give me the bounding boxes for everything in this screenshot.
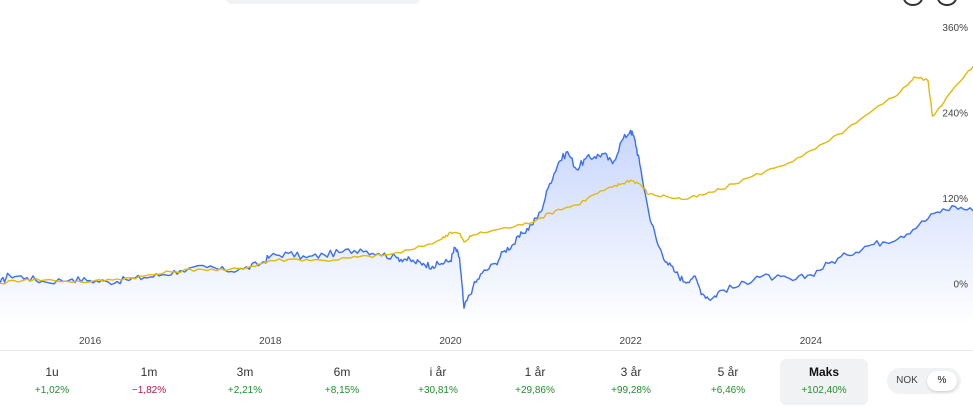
y-tick-label: 0% bbox=[954, 279, 969, 290]
period-5y[interactable]: 5 år +6,46% bbox=[684, 359, 772, 405]
period-change: +2,21% bbox=[227, 385, 263, 396]
y-tick-label: 120% bbox=[942, 194, 968, 205]
y-tick-label: 240% bbox=[942, 109, 968, 120]
toggle-percent[interactable]: % bbox=[927, 371, 957, 391]
toggle-nok[interactable]: NOK bbox=[896, 375, 918, 386]
period-label: 6m bbox=[333, 365, 351, 379]
period-6m[interactable]: 6m +8,15% bbox=[298, 359, 386, 405]
series-line-blue bbox=[0, 129, 973, 309]
period-label: 5 år bbox=[717, 365, 739, 379]
x-tick-label: 2016 bbox=[79, 336, 102, 347]
period-ytd[interactable]: i år +30,81% bbox=[394, 359, 482, 405]
unit-toggle: NOK % bbox=[887, 368, 961, 394]
period-label: i år bbox=[429, 365, 447, 379]
series-line-yellow bbox=[0, 65, 973, 285]
period-change: −1,82% bbox=[131, 385, 167, 396]
period-1y[interactable]: 1 år +29,86% bbox=[491, 359, 579, 405]
period-label: 3 år bbox=[620, 365, 642, 379]
period-change: +6,46% bbox=[710, 385, 746, 396]
period-label: 1 år bbox=[524, 365, 546, 379]
period-change: +30,81% bbox=[418, 385, 458, 396]
period-change: +8,15% bbox=[324, 385, 360, 396]
period-max[interactable]: Maks +102,40% bbox=[780, 359, 868, 405]
period-3y[interactable]: 3 år +99,28% bbox=[587, 359, 675, 405]
period-label: 1m bbox=[140, 365, 158, 379]
top-search-pill[interactable] bbox=[226, 0, 420, 4]
period-label: Maks bbox=[808, 365, 840, 379]
period-change: +1,02% bbox=[34, 385, 70, 396]
y-tick-label: 360% bbox=[942, 23, 968, 34]
period-1u[interactable]: 1u +1,02% bbox=[8, 359, 96, 405]
period-change: +29,86% bbox=[515, 385, 555, 396]
period-change: +102,40% bbox=[801, 385, 847, 396]
x-tick-label: 2024 bbox=[800, 336, 823, 347]
period-selector: 1u +1,02% 1m −1,82% 3m +2,21% 6m +8,15% i år… bbox=[0, 350, 973, 413]
period-change: +99,28% bbox=[611, 385, 651, 396]
period-label: 1u bbox=[45, 365, 59, 379]
x-tick-label: 2018 bbox=[259, 336, 282, 347]
period-1m[interactable]: 1m −1,82% bbox=[105, 359, 193, 405]
price-chart[interactable]: 0% 120% 240% 360% 2016 2018 2020 2022 2024 bbox=[0, 0, 973, 350]
x-tick-label: 2020 bbox=[439, 336, 462, 347]
period-label: 3m bbox=[236, 365, 254, 379]
period-3m[interactable]: 3m +2,21% bbox=[201, 359, 289, 405]
chart-canvas: 0% 120% 240% 360% 2016 2018 2020 2022 2024 bbox=[0, 23, 973, 347]
series-area-fill bbox=[0, 130, 973, 326]
x-tick-label: 2022 bbox=[620, 336, 643, 347]
